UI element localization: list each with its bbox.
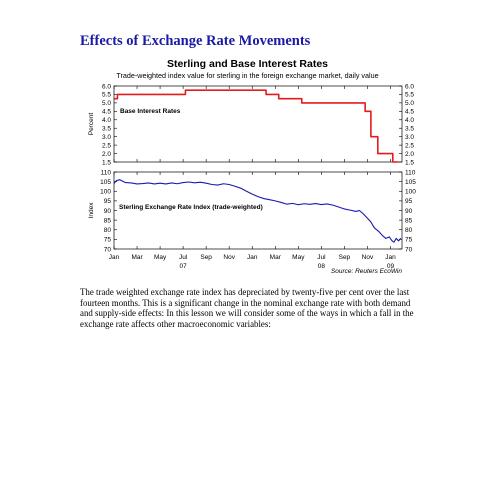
chart-title: Sterling and Base Interest Rates bbox=[166, 58, 329, 70]
sterling-interest-chart: 6.0 6.05.5 5.55.0 5.04.5 4.54.0 4.03.5 3.53.0 3… bbox=[88, 83, 416, 275]
y-tick-label-right: 5.0 bbox=[405, 100, 414, 107]
y-tick-label-left: 85 bbox=[104, 217, 112, 224]
chart-source: Source: Reuters EcoWin bbox=[331, 268, 402, 275]
x-tick-label: Nov bbox=[362, 254, 374, 261]
x-tick-label: May bbox=[154, 254, 167, 261]
series-label-1: Sterling Exchange Rate Index (trade-weig… bbox=[119, 204, 263, 211]
y-tick-label-left: 4.0 bbox=[102, 117, 111, 124]
x-tick-label: Nov bbox=[223, 254, 235, 261]
x-tick-label: Jul bbox=[179, 254, 188, 261]
x-tick-label: Mar bbox=[131, 254, 143, 261]
y-tick-label-left: 80 bbox=[104, 227, 112, 234]
y-tick-label-right: 3.0 bbox=[405, 134, 414, 141]
y-tick-label-right: 75 bbox=[405, 237, 413, 244]
y-tick-label-left: 2.0 bbox=[102, 151, 111, 158]
y-tick-label-left: 2.5 bbox=[102, 142, 111, 149]
y-tick-label-right: 105 bbox=[405, 179, 416, 186]
y-tick-label-right: 6.0 bbox=[405, 83, 414, 90]
y-tick-label-left: 1.5 bbox=[102, 159, 111, 166]
panel-frame-0 bbox=[113, 85, 403, 163]
y-tick-label-right: 4.5 bbox=[405, 109, 414, 116]
body-paragraph: The trade weighted exchange rate index h… bbox=[80, 287, 414, 329]
y-tick-label-right: 4.0 bbox=[405, 117, 414, 124]
x-tick-label: Jan bbox=[385, 254, 396, 261]
year-label: 08 bbox=[318, 263, 326, 270]
x-tick-label: Jan bbox=[247, 254, 258, 261]
series-line-0 bbox=[114, 89, 399, 163]
y-tick-label-left: 5.5 bbox=[102, 92, 111, 99]
y-tick-label-left: 90 bbox=[104, 208, 112, 215]
y-tick-label-left: 105 bbox=[100, 179, 111, 186]
y-tick-label-right: 85 bbox=[405, 217, 413, 224]
y-tick-label-left: 110 bbox=[101, 169, 112, 176]
year-label: 09 bbox=[387, 263, 395, 270]
y-tick-label-right: 5.5 bbox=[405, 92, 414, 99]
y-tick-label-left: 3.5 bbox=[102, 126, 111, 133]
y-tick-label-right: 90 bbox=[405, 208, 413, 215]
x-tick-label: May bbox=[292, 254, 305, 261]
y-tick-label-left: 70 bbox=[104, 246, 112, 253]
x-tick-label: Jul bbox=[317, 254, 326, 261]
y-tick-label-right: 95 bbox=[405, 198, 413, 205]
y-tick-label-right: 3.5 bbox=[405, 126, 414, 133]
y-tick-label-right: 110 bbox=[405, 169, 416, 176]
y-axis-label-1: Index bbox=[88, 202, 95, 219]
x-tick-label: Sep bbox=[200, 254, 212, 261]
y-tick-label-left: 4.5 bbox=[102, 109, 111, 116]
series-label-0: Base Interest Rates bbox=[120, 108, 181, 115]
y-tick-label-right: 80 bbox=[405, 227, 413, 234]
y-tick-label-right: 2.0 bbox=[405, 151, 414, 158]
x-tick-label: Sep bbox=[339, 254, 351, 261]
chart-subtitle: Trade-weighted index value for sterling … bbox=[116, 71, 379, 80]
page-heading: Effects of Exchange Rate Movements bbox=[80, 33, 311, 49]
y-tick-label-right: 1.5 bbox=[405, 159, 414, 166]
y-tick-label-right: 70 bbox=[405, 246, 413, 253]
y-tick-label-left: 5.0 bbox=[102, 100, 111, 107]
y-tick-label-right: 2.5 bbox=[405, 142, 414, 149]
y-tick-label-left: 75 bbox=[104, 237, 112, 244]
y-tick-label-left: 6.0 bbox=[102, 83, 111, 90]
x-tick-label: Jan bbox=[109, 254, 120, 261]
y-tick-label-left: 3.0 bbox=[102, 134, 111, 141]
series-line-1 bbox=[113, 179, 402, 243]
x-tick-label: Mar bbox=[270, 254, 282, 261]
y-tick-label-left: 95 bbox=[104, 198, 112, 205]
year-label: 07 bbox=[180, 263, 188, 270]
y-tick-label-right: 100 bbox=[405, 189, 416, 196]
y-tick-label-left: 100 bbox=[100, 189, 111, 196]
y-axis-label-0: Percent bbox=[88, 113, 95, 136]
